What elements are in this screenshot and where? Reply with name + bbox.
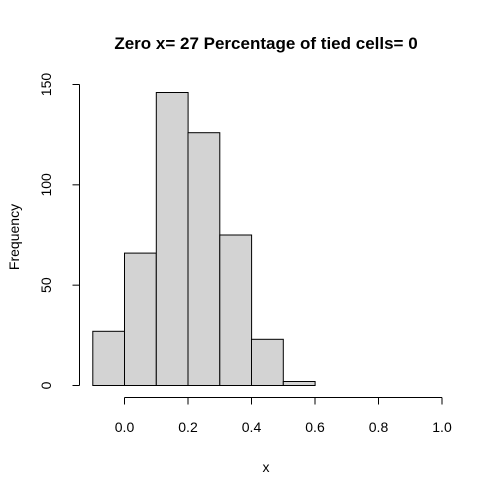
- x-axis: 0.0 0.2 0.4 0.6 0.8 1.0: [115, 397, 452, 435]
- y-tick-label: 0: [38, 381, 54, 389]
- x-axis-label: x: [263, 459, 270, 475]
- y-tick-label: 100: [38, 173, 54, 197]
- y-tick-label: 50: [38, 277, 54, 293]
- histogram-bar: [219, 234, 253, 386]
- x-tick-label: 1.0: [432, 419, 452, 435]
- histogram-bar: [155, 92, 189, 386]
- histogram-bar: [92, 330, 126, 386]
- histogram-bar: [187, 132, 221, 386]
- y-axis: 0 50 100 150: [38, 73, 80, 389]
- x-tick-label: 0.4: [242, 419, 262, 435]
- histogram-bar: [251, 338, 284, 386]
- histogram-bar: [124, 252, 157, 386]
- y-tick-label: 150: [38, 73, 54, 97]
- chart-title: Zero x= 27 Percentage of tied cells= 0: [114, 34, 417, 53]
- x-tick-label: 0.0: [115, 419, 135, 435]
- x-tick-label: 0.6: [305, 419, 325, 435]
- bars-group: [92, 92, 316, 386]
- histogram-bar: [282, 381, 316, 386]
- x-tick-label: 0.2: [178, 419, 198, 435]
- x-tick-label: 0.8: [369, 419, 389, 435]
- y-axis-label: Frequency: [6, 204, 22, 270]
